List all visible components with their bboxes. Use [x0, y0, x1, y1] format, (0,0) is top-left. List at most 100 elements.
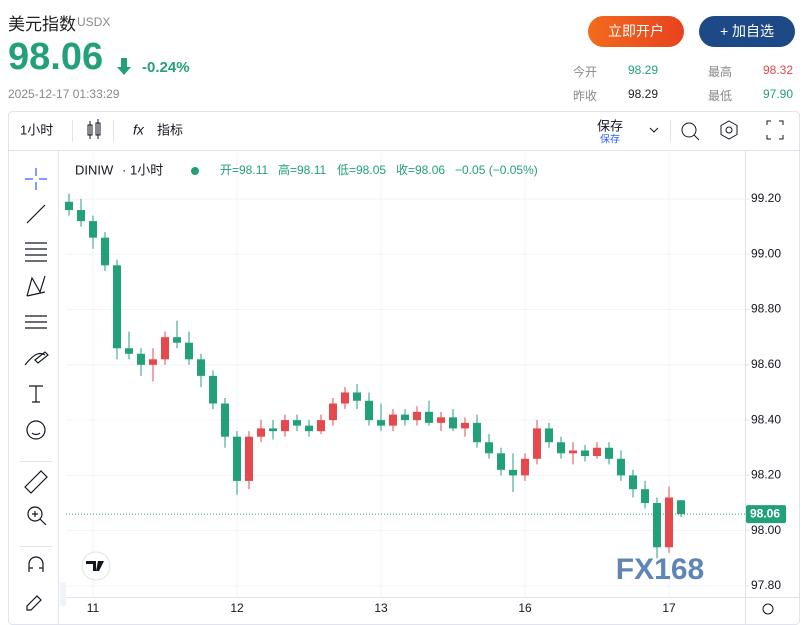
candle-body: [269, 428, 277, 432]
candle-body: [389, 414, 397, 426]
down-arrow: [117, 58, 131, 75]
candle-body: [653, 503, 661, 548]
legend-dot: ·: [122, 162, 126, 177]
y-tick-label: 98.40: [751, 412, 781, 426]
stat-value: 97.90: [763, 87, 794, 101]
symbol: USDX: [77, 15, 111, 29]
candle-body: [665, 497, 673, 548]
candle-body: [197, 359, 205, 376]
candle-body: [461, 422, 469, 429]
collapse-handle[interactable]: [60, 582, 66, 606]
stat-label: 今开: [573, 65, 598, 79]
stat-value: 98.32: [763, 63, 794, 77]
candle-body: [149, 359, 157, 365]
candle-body: [341, 392, 349, 404]
candle-body: [245, 436, 253, 481]
interval-button[interactable]: 1小时: [20, 122, 53, 137]
status-dot: [191, 167, 199, 175]
candle-body: [557, 442, 565, 454]
candle-body: [281, 420, 289, 432]
candle-body: [617, 458, 625, 476]
fx-icon[interactable]: fx: [133, 122, 145, 138]
price: 98.06: [8, 36, 104, 78]
add-watchlist-button[interactable]: + 加自选: [699, 16, 795, 47]
timestamp: 2025-12-17 01:33:29: [8, 87, 120, 101]
candle-body: [329, 403, 337, 421]
y-tick-label: 99.20: [751, 191, 781, 205]
last-price-label: 98.06: [750, 506, 780, 520]
y-tick-label: 98.60: [751, 357, 781, 371]
candle-body: [521, 458, 529, 476]
save-button[interactable]: 保存: [597, 118, 623, 133]
candle-body: [569, 450, 577, 454]
candle-body: [125, 348, 133, 354]
drawing-tools[interactable]: [24, 168, 49, 611]
stat-label: 最高: [708, 65, 733, 79]
legend-ohlc: 收=98.06: [396, 163, 445, 177]
candle-body: [509, 469, 517, 476]
candle-body: [581, 450, 589, 457]
candle-body: [161, 337, 169, 360]
candle-body: [401, 414, 409, 421]
candle-body: [449, 417, 457, 429]
candle-body: [413, 411, 421, 421]
candle-body: [305, 425, 313, 432]
candle-body: [533, 428, 541, 459]
change: -0.24%: [142, 59, 190, 76]
grid: [66, 152, 745, 597]
candle-body: [173, 337, 181, 343]
x-tick-label: 12: [230, 601, 244, 615]
legend-change: −0.05 (−0.05%): [455, 163, 538, 177]
candle-body: [629, 475, 637, 490]
candle-body: [485, 442, 493, 454]
candle-body: [425, 411, 433, 423]
save-sub: 保存: [600, 133, 620, 146]
candle-body: [497, 453, 505, 470]
candle-icon[interactable]: [87, 119, 101, 139]
indicators-button[interactable]: 指标: [157, 122, 183, 137]
x-tick-label: 16: [518, 601, 532, 615]
candle-body: [437, 417, 445, 423]
dropdown-icon[interactable]: [649, 127, 659, 133]
stat-label: 最低: [708, 89, 733, 103]
watermark: FX168: [616, 553, 704, 586]
candle-body: [257, 428, 265, 437]
candle-body: [65, 201, 73, 211]
candle-body: [605, 447, 613, 459]
candle-body: [293, 420, 301, 426]
candle-body: [137, 353, 145, 365]
legend-symbol: DINIW: [75, 162, 114, 177]
frame: [8, 111, 800, 625]
x-tick-label: 17: [662, 601, 676, 615]
stat-label: 昨收: [573, 89, 598, 103]
toolbar-icons[interactable]: [681, 120, 784, 141]
x-tick-label: 11: [87, 601, 100, 615]
y-tick-label: 98.20: [751, 468, 781, 482]
candle-body: [209, 375, 217, 404]
y-tick-label: 99.00: [751, 246, 781, 260]
last-price-tag: [746, 505, 786, 524]
title: 美元指数: [8, 15, 76, 34]
y-tick-label: 98.80: [751, 302, 781, 316]
candle-body: [473, 422, 481, 443]
candle-body: [317, 420, 325, 432]
legend-interval: 1小时: [130, 162, 163, 177]
plot: [65, 193, 745, 559]
candle-body: [353, 392, 361, 401]
open-account-button[interactable]: 立即开户: [588, 16, 684, 47]
candle-body: [677, 500, 685, 515]
candle-body: [377, 420, 385, 426]
candle-body: [593, 447, 601, 457]
candle-body: [365, 400, 373, 421]
candle-body: [101, 237, 109, 266]
settings-icon[interactable]: [762, 603, 774, 615]
x-tick-label: 13: [374, 601, 388, 615]
candle-body: [233, 436, 241, 481]
stat-value: 98.29: [628, 87, 659, 101]
legend-ohlc: 高=98.11: [278, 162, 326, 177]
candle-body: [185, 342, 193, 360]
tv-logo: [81, 551, 111, 581]
stat-value: 98.29: [628, 63, 659, 77]
